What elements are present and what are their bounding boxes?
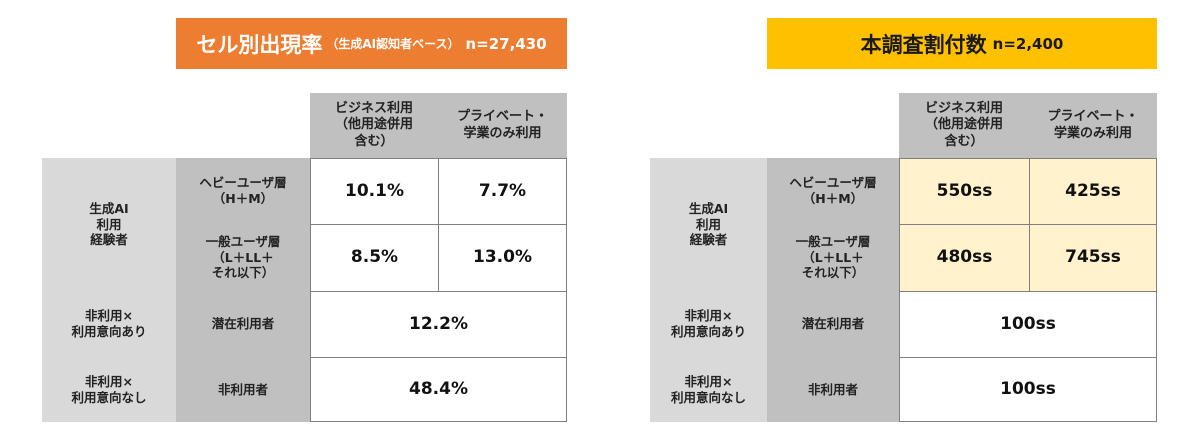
left-group-nonuser-nointent: 非利用× 利用意向なし [42, 357, 176, 422]
left-value-heavy-private: 7.7% [438, 158, 567, 225]
right-col-header-private: プライベート・ 学業のみ利用 [1029, 93, 1157, 158]
right-title-banner: 本調査割付数 n=2,400 [767, 18, 1157, 69]
left-value-general-private: 13.0% [438, 224, 567, 292]
left-title-sub: （生成AI認知者ベース） [326, 37, 460, 51]
right-value-nonuser: 100ss [899, 357, 1157, 422]
left-value-general-business: 8.5% [310, 224, 439, 292]
left-row-heavy-users: ヘビーユーザ層 （H＋M） [176, 158, 310, 224]
left-col-header-business: ビジネス利用 （他用途併用 含む） [310, 93, 438, 158]
right-value-general-private: 745ss [1029, 224, 1157, 292]
right-col-header-business: ビジネス利用 （他用途併用 含む） [899, 93, 1029, 158]
right-value-general-business: 480ss [899, 224, 1030, 292]
left-group-nonuser-intent: 非利用× 利用意向あり [42, 291, 176, 357]
right-value-heavy-business: 550ss [899, 158, 1030, 225]
left-title-main: セル別出現率 [196, 32, 323, 57]
right-value-heavy-private: 425ss [1029, 158, 1157, 225]
left-value-nonuser: 48.4% [310, 357, 567, 422]
left-title-n: n=27,430 [465, 34, 547, 53]
right-row-heavy-users: ヘビーユーザ層 （H＋M） [767, 158, 899, 224]
left-row-non-users: 非利用者 [176, 357, 310, 422]
right-row-non-users: 非利用者 [767, 357, 899, 422]
left-title-banner: セル別出現率 （生成AI認知者ベース） n=27,430 [176, 18, 567, 69]
right-row-general-users: 一般ユーザ層 （L＋LL＋ それ以下） [767, 224, 899, 291]
left-group-genai-users: 生成AI 利用 経験者 [42, 158, 176, 291]
right-row-potential-users: 潜在利用者 [767, 291, 899, 357]
left-value-heavy-business: 10.1% [310, 158, 439, 225]
right-value-potential: 100ss [899, 291, 1157, 358]
left-row-potential-users: 潜在利用者 [176, 291, 310, 357]
right-group-genai-users: 生成AI 利用 経験者 [650, 158, 767, 291]
right-group-nonuser-nointent: 非利用× 利用意向なし [650, 357, 767, 422]
right-title-main: 本調査割付数 [860, 32, 987, 57]
left-row-general-users: 一般ユーザ層 （L＋LL＋ それ以下） [176, 224, 310, 291]
right-group-nonuser-intent: 非利用× 利用意向あり [650, 291, 767, 357]
left-value-potential: 12.2% [310, 291, 567, 358]
left-col-header-private: プライベート・ 学業のみ利用 [438, 93, 567, 158]
right-title-n: n=2,400 [992, 34, 1064, 53]
